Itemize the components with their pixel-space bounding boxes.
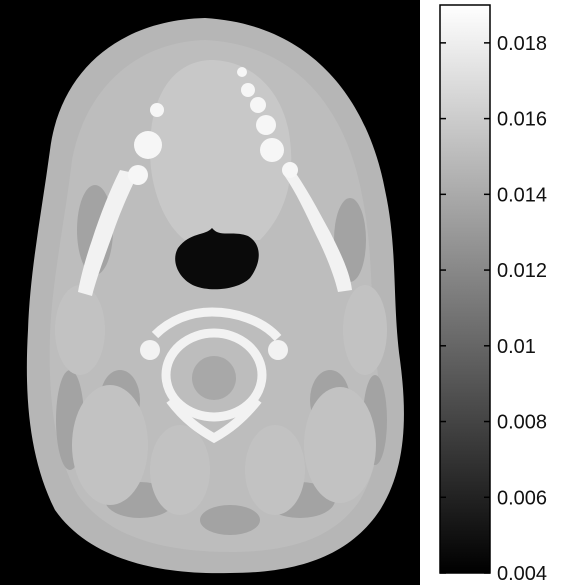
colorbar-tick-label: 0.012 [497,260,547,282]
muscles [55,285,387,515]
vertebral-process-right [268,340,288,360]
colorbar-tick-label: 0.01 [497,336,536,358]
vertebral-process-left [140,340,160,360]
colorbar-tick-label: 0.008 [497,412,547,434]
colorbar-tick-label: 0.006 [497,487,547,509]
colorbar-ticks: 0.004 0.006 0.008 0.01 0.012 0.014 0.016 0.018 [440,33,547,585]
colorbar-tick-label: 0.014 [497,184,547,206]
airway [175,228,259,290]
teeth-bright-spots [128,67,298,185]
mandible [78,165,352,296]
colorbar-tick-label: 0.018 [497,33,547,55]
vertebra [151,307,282,444]
colorbar-tick-label: 0.016 [497,109,547,131]
colorbar-gradient [439,4,491,574]
spinal-canal [192,356,236,400]
colorbar-tick-label: 0.004 [497,563,547,585]
